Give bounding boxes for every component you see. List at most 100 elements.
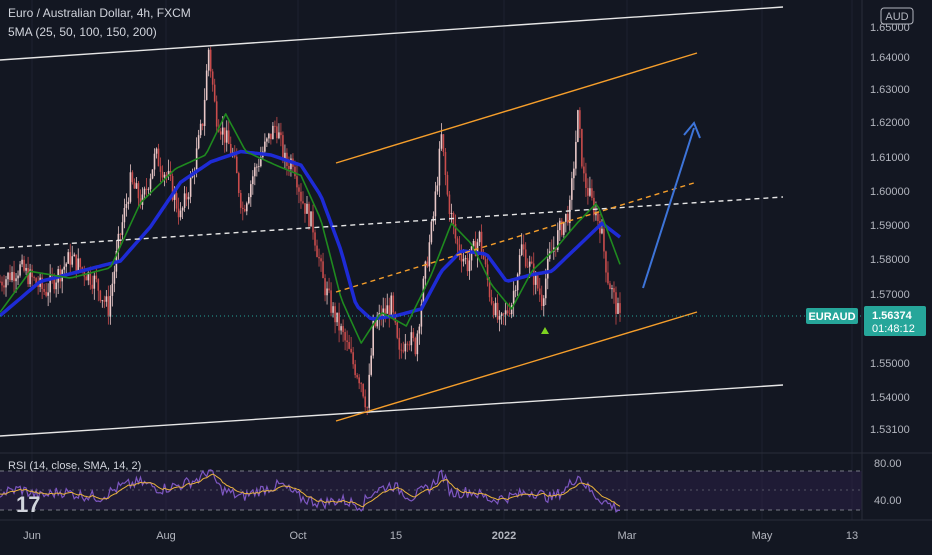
candle-body xyxy=(159,166,162,172)
currency-badge-box xyxy=(880,7,914,25)
candle-body xyxy=(45,291,47,296)
x-tick-label: Aug xyxy=(156,530,176,542)
candle-body xyxy=(328,288,330,291)
candle-body xyxy=(151,169,154,179)
symbol-tag xyxy=(806,308,858,324)
candle-body xyxy=(456,238,459,245)
candle-body xyxy=(559,220,561,231)
candle-body xyxy=(386,305,389,314)
y-tick-label: 1.63000 xyxy=(870,84,910,96)
candle-body xyxy=(0,281,1,283)
candle-body xyxy=(410,332,413,346)
candle-body xyxy=(17,275,19,279)
candle-body xyxy=(163,174,166,178)
candle-body xyxy=(538,288,541,295)
candle-body xyxy=(502,313,505,315)
x-axis[interactable]: Jun Aug Oct 15 2022 Mar May 13 xyxy=(0,519,932,542)
candle-body xyxy=(81,267,84,270)
candle-body xyxy=(85,276,88,281)
candle-body xyxy=(143,188,146,195)
candle-body xyxy=(426,261,429,267)
y-tick-label: 1.53100 xyxy=(870,424,910,436)
candle-body xyxy=(183,193,186,208)
currency-badge[interactable]: AUD xyxy=(885,11,908,23)
candle-body xyxy=(31,269,33,278)
candle-body xyxy=(440,134,443,149)
candle-body xyxy=(270,133,272,140)
candle-body xyxy=(414,338,417,355)
candlesticks xyxy=(0,46,621,416)
candle-body xyxy=(47,292,49,296)
rsi-band-fill xyxy=(0,471,862,510)
candle-body xyxy=(37,284,39,287)
rsi-indicator-label[interactable]: RSI (14, close, SMA, 14, 2) xyxy=(8,460,142,472)
candle-body xyxy=(49,275,51,293)
x-tick-label: May xyxy=(752,530,773,542)
candle-body xyxy=(438,148,441,186)
candle-body xyxy=(89,272,92,285)
candle-body xyxy=(3,285,5,288)
rsi-y-tick-label: 80.00 xyxy=(874,458,902,470)
candle-body xyxy=(346,340,348,343)
candle-body xyxy=(342,326,344,333)
candle-body xyxy=(603,228,605,252)
candle-body xyxy=(171,176,174,200)
candle-body xyxy=(245,203,248,212)
candle-body xyxy=(514,290,517,292)
chart-title[interactable]: Euro / Australian Dollar, 4h, FXCM xyxy=(8,6,191,20)
y-tick-label: 1.54000 xyxy=(870,392,910,404)
candle-body xyxy=(250,184,252,198)
candle-body xyxy=(432,216,435,222)
candle-body xyxy=(33,277,35,279)
candle-body xyxy=(51,275,53,278)
candle-body xyxy=(316,245,318,258)
channel-white-lower xyxy=(0,384,784,437)
candle-body xyxy=(69,252,72,265)
candle-body xyxy=(109,295,112,317)
candle-body xyxy=(448,194,451,215)
x-tick-label: Oct xyxy=(289,530,306,542)
candle-body xyxy=(496,302,499,320)
candle-body xyxy=(408,344,411,346)
x-tick-label: 15 xyxy=(390,530,402,542)
candle-body xyxy=(105,296,108,302)
candle-body xyxy=(518,255,521,275)
candle-body xyxy=(131,172,134,183)
candle-body xyxy=(374,320,377,327)
candle-body xyxy=(87,272,90,281)
candle-body xyxy=(372,320,375,356)
channel-white-mid xyxy=(0,196,784,249)
candle-body xyxy=(434,191,437,217)
candle-body xyxy=(15,278,17,282)
symbol-tag-label: EURAUD xyxy=(808,311,855,323)
candle-body xyxy=(609,283,611,290)
candle-body xyxy=(589,188,591,196)
candle-body xyxy=(205,70,208,100)
candle-body xyxy=(19,264,21,276)
sma-blue-line xyxy=(0,149,622,321)
channel-orange-lower xyxy=(335,311,698,422)
sma-indicator-label[interactable]: 5MA (25, 50, 100, 150, 200) xyxy=(8,25,157,39)
candle-body xyxy=(520,244,523,256)
candle-body xyxy=(239,193,242,208)
candle-body xyxy=(197,135,200,149)
candle-body xyxy=(266,138,268,142)
y-tick-label: 1.65000 xyxy=(870,22,910,34)
price-tag[interactable]: EURAUD 1.56374 01:48:12 xyxy=(806,306,926,336)
y-axis[interactable]: AUD 1.65000 1.64000 1.63000 1.62000 1.61… xyxy=(861,0,914,520)
candle-body xyxy=(123,207,126,223)
candle-body xyxy=(597,212,599,222)
candle-body xyxy=(201,123,204,127)
candle-body xyxy=(91,284,94,289)
candle-body xyxy=(189,177,192,197)
candle-body xyxy=(211,71,214,85)
sma-green-line xyxy=(0,113,621,344)
candle-body xyxy=(556,230,559,250)
candle-body xyxy=(607,272,609,284)
candle-body xyxy=(137,183,140,199)
candle-body xyxy=(573,168,575,179)
candle-body xyxy=(450,213,453,215)
candle-body xyxy=(611,288,613,290)
